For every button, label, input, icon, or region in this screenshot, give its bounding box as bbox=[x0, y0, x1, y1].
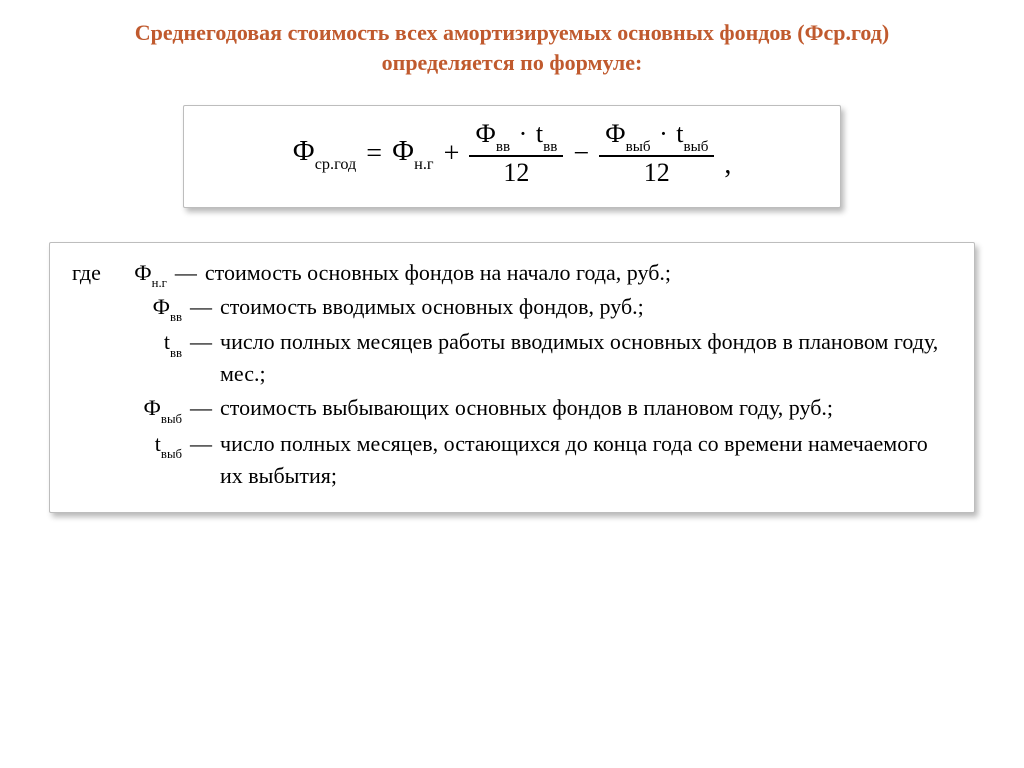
legend-row: Фвыб — стоимость выбывающих основных фон… bbox=[72, 392, 952, 426]
legend-row: tвыб — число полных месяцев, остающихся … bbox=[72, 428, 952, 492]
formula: Фср.год = Фн.г + Фвв · tвв 12 − Фвыб · bbox=[293, 120, 732, 186]
equals: = bbox=[366, 138, 382, 170]
legend-desc: число полных месяцев, остающихся до конц… bbox=[220, 428, 952, 492]
legend-row: где Фн.г — стоимость основных фондов на … bbox=[72, 257, 952, 291]
legend-symbol: tвыб bbox=[72, 428, 190, 462]
frac1-numerator: Фвв · tвв bbox=[469, 120, 563, 153]
formula-fraction-1: Фвв · tвв 12 bbox=[469, 120, 563, 186]
legend-desc: стоимость вводимых основных фондов, руб.… bbox=[220, 291, 952, 323]
formula-tail: , bbox=[724, 149, 731, 187]
title-line2: определяется по формуле: bbox=[382, 50, 643, 75]
formula-fraction-2: Фвыб · tвыб 12 bbox=[599, 120, 714, 186]
legend-dash: — bbox=[175, 257, 205, 289]
formula-lhs: Фср.год bbox=[293, 136, 357, 172]
legend-desc: число полных месяцев работы вводимых осн… bbox=[220, 326, 952, 390]
legend-symbol: Фн.г bbox=[107, 257, 175, 291]
formula-box: Фср.год = Фн.г + Фвв · tвв 12 − Фвыб · bbox=[183, 105, 841, 207]
slide-title: Среднегодовая стоимость всех амортизируе… bbox=[40, 18, 984, 77]
legend-dash: — bbox=[190, 326, 220, 358]
legend-dash: — bbox=[190, 392, 220, 424]
legend-symbol: tвв bbox=[72, 326, 190, 360]
frac1-bar bbox=[469, 155, 563, 157]
title-line1: Среднегодовая стоимость всех амортизируе… bbox=[135, 20, 890, 45]
legend-box: где Фн.г — стоимость основных фондов на … bbox=[49, 242, 975, 513]
legend-desc: стоимость основных фондов на начало года… bbox=[205, 257, 952, 289]
frac2-bar bbox=[599, 155, 714, 157]
legend-symbol: Фвыб bbox=[72, 392, 190, 426]
plus: + bbox=[444, 138, 460, 170]
legend-desc: стоимость выбывающих основных фондов в п… bbox=[220, 392, 952, 424]
legend-row: tвв — число полных месяцев работы вводим… bbox=[72, 326, 952, 390]
legend-dash: — bbox=[190, 291, 220, 323]
formula-term1: Фн.г bbox=[392, 136, 434, 172]
frac2-denominator: 12 bbox=[638, 159, 676, 186]
legend-dash: — bbox=[190, 428, 220, 460]
frac2-numerator: Фвыб · tвыб bbox=[599, 120, 714, 153]
legend-symbol: Фвв bbox=[72, 291, 190, 325]
legend-lead: где bbox=[72, 257, 107, 289]
minus: − bbox=[573, 138, 589, 170]
legend-row: Фвв — стоимость вводимых основных фондов… bbox=[72, 291, 952, 325]
frac1-denominator: 12 bbox=[497, 159, 535, 186]
